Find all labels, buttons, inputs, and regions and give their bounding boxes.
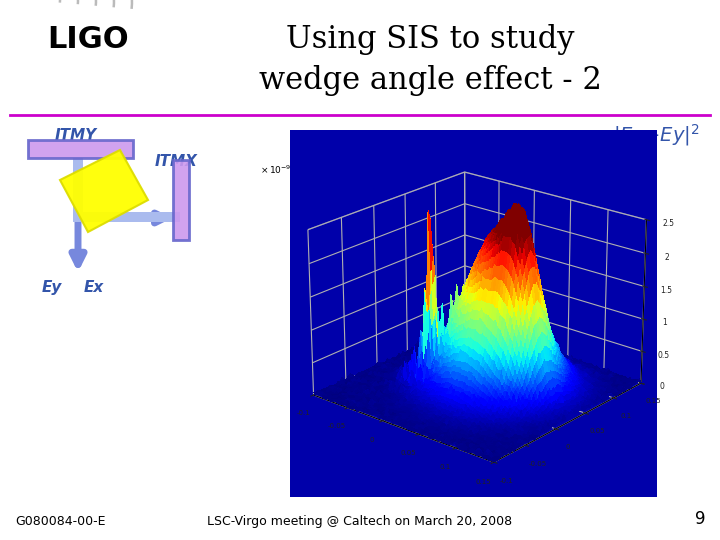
Bar	[73, 212, 180, 222]
Text: Using SIS to study
wedge angle effect - 2: Using SIS to study wedge angle effect - …	[258, 24, 601, 96]
Text: G080084-00-E: G080084-00-E	[15, 515, 106, 528]
Text: $\times\,10^{-9}$: $\times\,10^{-9}$	[261, 163, 292, 176]
Text: Ex: Ex	[84, 280, 104, 295]
Bar	[173, 160, 189, 240]
Bar	[28, 140, 133, 158]
Text: ITMX: ITMX	[155, 154, 198, 170]
Text: LSC-Virgo meeting @ Caltech on March 20, 2008: LSC-Virgo meeting @ Caltech on March 20,…	[207, 515, 513, 528]
Text: Ey: Ey	[42, 280, 63, 295]
Bar	[73, 158, 83, 222]
Text: $|Ex\mathrm{-}Ey|^2$: $|Ex\mathrm{-}Ey|^2$	[613, 122, 700, 148]
Text: 9: 9	[695, 510, 705, 528]
Text: LIGO: LIGO	[48, 25, 129, 55]
Text: ITMY: ITMY	[55, 127, 97, 143]
Polygon shape	[60, 150, 148, 232]
